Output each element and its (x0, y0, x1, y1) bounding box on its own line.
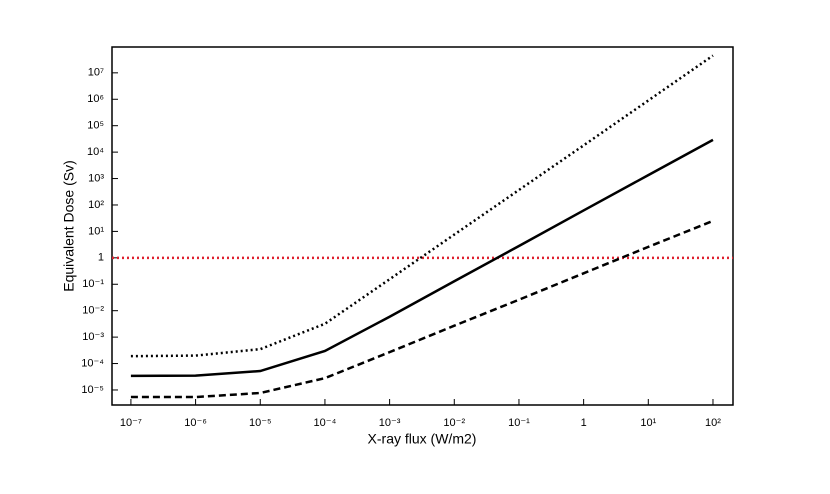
x-tick-label: 10² (705, 417, 721, 429)
x-tick-label: 10¹ (640, 417, 656, 429)
x-tick-label: 1 (581, 417, 587, 429)
x-axis-label: X-ray flux (W/m2) (368, 431, 477, 447)
y-tick-label: 10² (88, 199, 104, 211)
x-tick-label: 10⁻⁷ (120, 417, 142, 429)
x-tick-label: 10⁻¹ (508, 417, 530, 429)
x-tick-label: 10⁻² (443, 417, 465, 429)
y-tick-label: 10⁻⁴ (81, 357, 104, 369)
y-axis-label: Equivalent Dose (Sv) (61, 160, 77, 292)
x-tick-label: 10⁻⁴ (314, 417, 337, 429)
y-tick-label: 10⁷ (88, 67, 104, 79)
y-tick-label: 1 (98, 252, 104, 264)
plot-frame (111, 46, 734, 406)
data-line (130, 54, 714, 358)
data-line (130, 219, 714, 399)
x-tick-label: 10⁻⁵ (249, 417, 272, 429)
y-tick-label: 10¹ (88, 225, 104, 237)
y-tick-label: 10⁻¹ (82, 278, 104, 290)
x-tick-label: 10⁻³ (379, 417, 401, 429)
y-tick-label: 10⁻³ (82, 331, 104, 343)
y-tick-label: 10⁵ (87, 120, 104, 132)
data-line (130, 138, 714, 378)
y-tick-label: 10⁻² (82, 305, 104, 317)
y-tick-label: 10⁴ (87, 146, 104, 158)
y-tick-label: 10⁶ (87, 93, 104, 105)
y-tick-label: 10⁻⁵ (81, 384, 104, 396)
x-tick-label: 10⁻⁶ (184, 417, 207, 429)
y-tick-label: 10³ (88, 172, 104, 184)
